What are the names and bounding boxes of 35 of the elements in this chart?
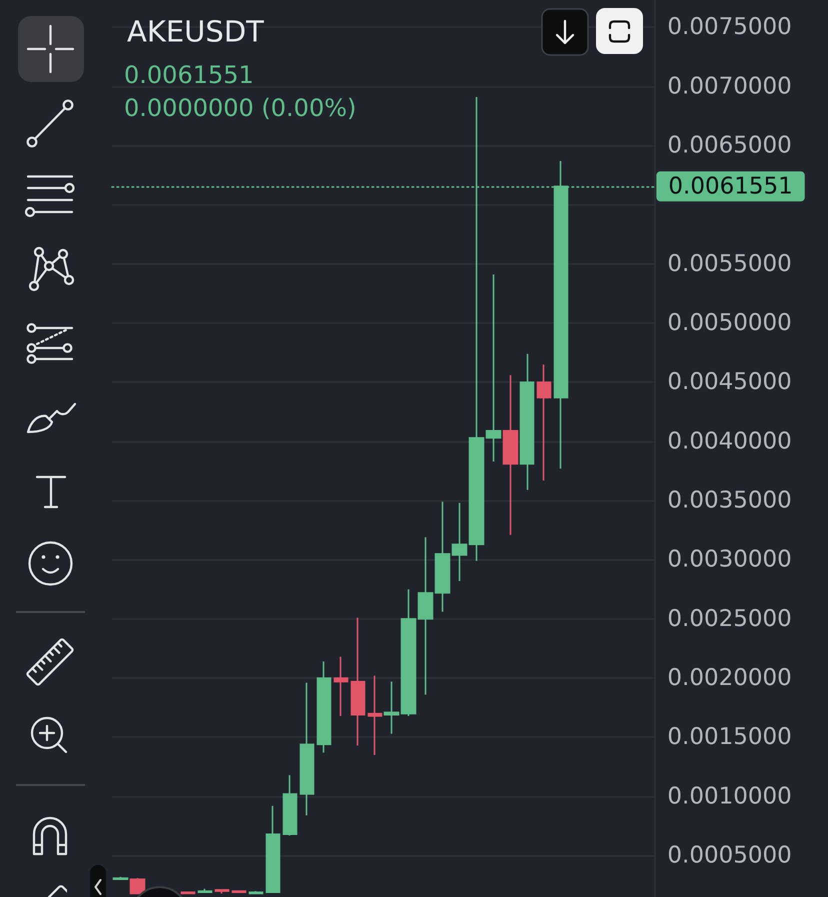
y-tick-label: 0.0020000 [667,665,792,692]
candlestick [232,890,246,894]
candlestick [180,892,196,894]
text: 0.0061551 [124,61,254,89]
candlestick [368,674,382,756]
candlestick [350,616,366,746]
ref-line-label: 0.0061551 [668,173,793,200]
y-tick-label: 0.0015000 [667,724,792,750]
y-tick-label: 0.0070000 [667,73,792,100]
candlestick [112,876,128,880]
annotation: 0.0000000 (0.00%) [124,94,356,122]
candlestick [300,682,314,816]
y-tick-label: 0.0040000 [667,428,792,454]
candlestick [282,774,298,836]
y-tick-label: 0.0005000 [667,842,792,869]
y-tick-label: 0.0035000 [667,488,792,514]
candlestick [248,890,264,894]
y-tick-label: 0.0010000 [667,783,792,810]
candlestick [214,889,230,894]
candlestick [520,353,534,491]
candlestick [130,877,146,894]
y-tick-label: 0.0075000 [667,14,792,40]
candlestick [334,656,348,717]
candlestick [266,805,280,894]
y-tick-label: 0.0055000 [667,250,792,277]
candlestick [502,374,518,536]
y-tick-label: 0.0025000 [667,606,792,632]
y-tick-label: 0.0050000 [667,310,792,336]
candlestick [316,660,332,754]
text: AKEUSDT [127,14,264,48]
y-tick-label: 0.0065000 [667,132,792,159]
y-tick-label: 0.0030000 [667,546,792,573]
y-tick-label: 0.0045000 [667,369,792,396]
candlestick [536,364,552,482]
candlestick [198,888,212,894]
